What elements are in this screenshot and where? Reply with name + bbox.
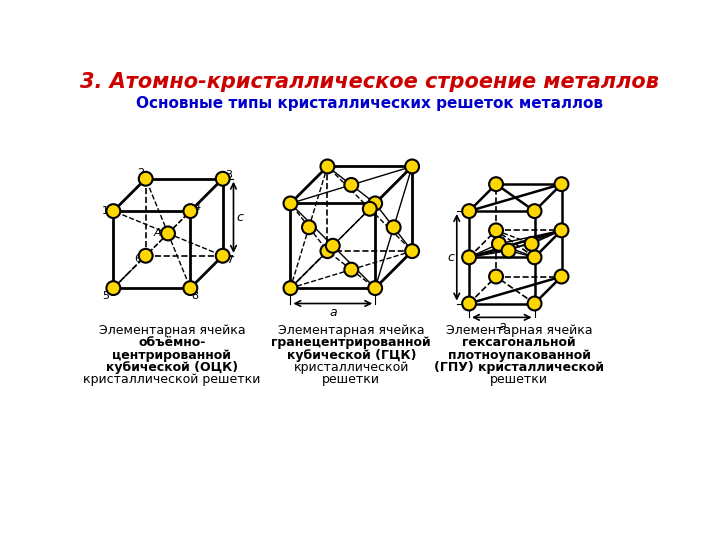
Circle shape bbox=[284, 197, 297, 211]
Circle shape bbox=[405, 159, 419, 173]
Text: 1: 1 bbox=[102, 206, 109, 216]
Text: 4: 4 bbox=[194, 202, 201, 212]
Circle shape bbox=[368, 197, 382, 211]
Circle shape bbox=[528, 296, 541, 310]
Circle shape bbox=[139, 249, 153, 262]
Text: A: A bbox=[153, 228, 161, 239]
Text: a: a bbox=[329, 306, 337, 319]
Circle shape bbox=[139, 172, 153, 186]
Circle shape bbox=[528, 251, 541, 264]
Circle shape bbox=[216, 172, 230, 186]
Circle shape bbox=[502, 244, 516, 258]
Circle shape bbox=[107, 204, 120, 218]
Circle shape bbox=[320, 244, 334, 258]
Circle shape bbox=[363, 202, 377, 215]
Circle shape bbox=[344, 262, 359, 276]
Circle shape bbox=[462, 204, 476, 218]
Text: плотноупакованной: плотноупакованной bbox=[448, 349, 590, 362]
Text: Элементарная ячейка: Элементарная ячейка bbox=[99, 324, 246, 337]
Text: c: c bbox=[447, 251, 454, 264]
Circle shape bbox=[387, 220, 400, 234]
Text: 2: 2 bbox=[138, 167, 145, 178]
Circle shape bbox=[184, 281, 197, 295]
Circle shape bbox=[554, 269, 568, 284]
Circle shape bbox=[489, 269, 503, 284]
Text: 3: 3 bbox=[225, 170, 233, 180]
Text: 5: 5 bbox=[102, 291, 109, 301]
Circle shape bbox=[492, 237, 506, 251]
Text: решетки: решетки bbox=[323, 373, 380, 386]
Circle shape bbox=[161, 226, 175, 240]
Text: 3. Атомно-кристаллическое строение металлов: 3. Атомно-кристаллическое строение метал… bbox=[79, 72, 659, 92]
Circle shape bbox=[107, 281, 120, 295]
Circle shape bbox=[525, 237, 539, 251]
Text: a: a bbox=[498, 320, 505, 333]
Circle shape bbox=[302, 220, 316, 234]
Circle shape bbox=[462, 296, 476, 310]
Text: (ГПУ) кристаллической: (ГПУ) кристаллической bbox=[434, 361, 604, 374]
Text: кубической (ГЦК): кубической (ГЦК) bbox=[287, 349, 416, 362]
Text: 8: 8 bbox=[192, 291, 199, 301]
Circle shape bbox=[405, 244, 419, 258]
Text: Элементарная ячейка: Элементарная ячейка bbox=[278, 324, 425, 337]
Circle shape bbox=[368, 281, 382, 295]
Circle shape bbox=[320, 159, 334, 173]
Circle shape bbox=[554, 224, 568, 237]
Text: кристаллической решетки: кристаллической решетки bbox=[84, 373, 261, 386]
Text: объёмно-: объёмно- bbox=[138, 336, 206, 349]
Circle shape bbox=[344, 178, 359, 192]
Circle shape bbox=[489, 224, 503, 237]
Text: гранецентрированной: гранецентрированной bbox=[271, 336, 431, 349]
Text: 6: 6 bbox=[135, 254, 142, 264]
Circle shape bbox=[528, 204, 541, 218]
Text: c: c bbox=[236, 211, 243, 224]
Text: Основные типы кристаллических решеток металлов: Основные типы кристаллических решеток ме… bbox=[135, 96, 603, 111]
Circle shape bbox=[462, 251, 476, 264]
Circle shape bbox=[184, 204, 197, 218]
Circle shape bbox=[554, 177, 568, 191]
Circle shape bbox=[489, 177, 503, 191]
Text: решетки: решетки bbox=[490, 373, 548, 386]
Circle shape bbox=[326, 239, 340, 253]
Text: Элементарная ячейка: Элементарная ячейка bbox=[446, 324, 593, 337]
Circle shape bbox=[216, 249, 230, 262]
Text: 7: 7 bbox=[226, 255, 233, 265]
Text: кристаллической: кристаллической bbox=[294, 361, 409, 374]
Circle shape bbox=[284, 281, 297, 295]
Text: центрированной: центрированной bbox=[112, 349, 231, 362]
Text: кубической (ОЦК): кубической (ОЦК) bbox=[106, 361, 238, 374]
Text: гексагональной: гексагональной bbox=[462, 336, 576, 349]
